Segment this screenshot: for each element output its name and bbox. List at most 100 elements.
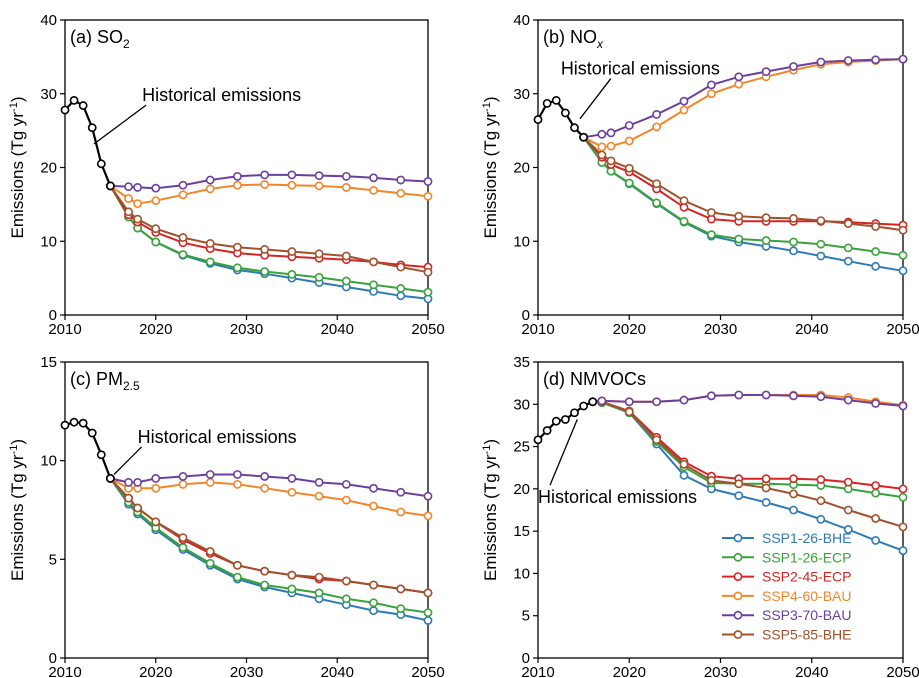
series-point-SSP3-70-BAU <box>233 470 242 479</box>
legend-label-SSP1-26-BHE: SSP1-26-BHE <box>762 530 851 546</box>
series-point-SSP1-26-ECP <box>205 558 215 568</box>
series-point-SSP5-85-BHE <box>843 505 853 515</box>
series-point-SSP5-85-BHE <box>423 267 433 277</box>
series-point-SSP4-60-BAU <box>652 122 662 132</box>
series-point-SSP5-85-BHE <box>734 211 744 221</box>
y-tick-label: 20 <box>40 160 57 177</box>
series-point-SSP1-26-BHE <box>734 491 744 501</box>
y-tick-label: 35 <box>513 354 530 371</box>
y-tick-label: 0 <box>522 307 530 324</box>
x-tick-label: 2030 <box>230 321 263 338</box>
series-point-SSP4-60-BAU <box>233 180 242 190</box>
series-point-SSP3-70-BAU <box>734 72 744 82</box>
series-point-SSP1-26-ECP <box>652 198 662 208</box>
series-point-SSP1-26-BHE <box>816 251 826 261</box>
series-point-SSP5-85-BHE <box>151 224 161 234</box>
series-point-SSP4-60-BAU <box>341 183 351 192</box>
historical-point <box>96 450 106 460</box>
series-point-SSP2-45-ECP <box>789 474 798 484</box>
series-point-SSP5-85-BHE <box>789 213 798 223</box>
panel-title: (d) NMVOCs <box>543 369 646 389</box>
legend: SSP1-26-BHE SSP1-26-ECP SSP2-45-ECP SSP4-60… <box>722 530 851 643</box>
series-point-SSP3-70-BAU <box>652 397 662 407</box>
x-tick-label: 2040 <box>321 664 354 678</box>
historical-point <box>78 101 88 110</box>
series-point-SSP4-60-BAU <box>287 180 297 190</box>
annotation-label: Historical emissions <box>538 487 697 507</box>
x-tick-label: 2030 <box>230 664 263 678</box>
y-tick-label: 25 <box>513 439 530 456</box>
series-line-SSP1-26-ECP <box>109 477 429 614</box>
series-point-SSP1-26-ECP <box>789 237 798 247</box>
series-point-SSP4-60-BAU <box>606 141 616 151</box>
series-point-SSP1-26-ECP <box>396 604 406 614</box>
historical-point <box>560 415 570 424</box>
series-point-SSP3-70-BAU <box>341 171 351 181</box>
series-point-SSP5-85-BHE <box>260 566 270 576</box>
series-point-SSP1-26-ECP <box>423 608 433 618</box>
historical-point <box>560 108 570 118</box>
x-tick-label: 2040 <box>795 321 828 338</box>
series-point-SSP3-70-BAU <box>178 472 188 481</box>
historical-point <box>96 159 106 169</box>
series-point-SSP5-85-BHE <box>734 479 744 489</box>
series-point-SSP3-70-BAU <box>597 396 607 406</box>
series-point-SSP5-85-BHE <box>789 489 798 499</box>
panel-title: (c) PM2.5 <box>70 369 140 393</box>
series-point-SSP3-70-BAU <box>124 477 133 487</box>
historical-point <box>78 418 88 428</box>
series-point-SSP5-85-BHE <box>898 225 908 235</box>
series-point-SSP3-70-BAU <box>287 170 297 180</box>
legend-marker-SSP1-26-BHE <box>733 533 743 543</box>
series-line-SSP1-26-BHE <box>582 136 904 272</box>
y-tick-label: 30 <box>513 86 530 103</box>
legend-marker-SSP3-70-BAU <box>733 610 743 620</box>
y-tick-label: 30 <box>40 86 57 103</box>
series-point-SSP3-70-BAU <box>341 479 351 489</box>
series-point-SSP1-26-BHE <box>843 525 853 534</box>
series-point-SSP1-26-BHE <box>871 536 881 545</box>
series-point-SSP3-70-BAU <box>789 62 798 71</box>
series-point-SSP3-70-BAU <box>761 390 771 400</box>
series-point-SSP5-85-BHE <box>898 522 908 532</box>
series-point-SSP5-85-BHE <box>314 249 324 259</box>
series-point-SSP4-60-BAU <box>706 89 716 99</box>
x-tick-label: 2020 <box>139 664 172 678</box>
series-point-SSP4-60-BAU <box>369 501 378 511</box>
series-point-SSP3-70-BAU <box>423 177 433 186</box>
series-point-SSP4-60-BAU <box>423 511 433 521</box>
series-point-SSP1-26-ECP <box>233 263 242 273</box>
annotation-leader <box>113 446 143 475</box>
series-point-SSP3-70-BAU <box>396 487 406 497</box>
y-axis-label: Emissions (Tg yr-1) <box>8 96 27 238</box>
series-point-SSP5-85-BHE <box>133 214 142 224</box>
series-point-SSP5-85-BHE <box>706 475 716 485</box>
series-point-SSP2-45-ECP <box>843 477 853 487</box>
series-point-SSP3-70-BAU <box>287 474 297 483</box>
series-point-SSP5-85-BHE <box>871 222 881 231</box>
series-point-SSP3-70-BAU <box>871 55 881 65</box>
historical-point <box>60 105 70 115</box>
series-point-SSP5-85-BHE <box>597 150 607 160</box>
series-line-SSP3-70-BAU <box>592 394 904 407</box>
series-point-SSP3-70-BAU <box>423 491 433 501</box>
series-point-SSP3-70-BAU <box>761 67 771 77</box>
series-point-SSP3-70-BAU <box>843 395 853 405</box>
series-point-SSP1-26-ECP <box>871 247 881 256</box>
series-point-SSP3-70-BAU <box>734 390 744 400</box>
y-tick-label: 10 <box>513 565 530 582</box>
series-point-SSP5-85-BHE <box>369 580 378 590</box>
series-point-SSP1-26-ECP <box>260 580 270 590</box>
historical-point <box>87 428 97 438</box>
series-point-SSP5-85-BHE <box>679 459 689 469</box>
x-tick-label: 2010 <box>48 321 81 338</box>
series-point-SSP4-60-BAU <box>178 190 188 200</box>
series-point-SSP3-70-BAU <box>124 182 133 192</box>
legend-marker-SSP2-45-ECP <box>733 572 743 581</box>
series-point-SSP5-85-BHE <box>816 496 826 506</box>
legend-label-SSP5-85-BHE: SSP5-85-BHE <box>762 627 851 643</box>
annotation-leader <box>579 78 612 120</box>
series-point-SSP5-85-BHE <box>679 196 689 206</box>
series-point-SSP3-70-BAU <box>789 391 798 401</box>
series-point-SSP1-26-BHE <box>789 246 798 256</box>
